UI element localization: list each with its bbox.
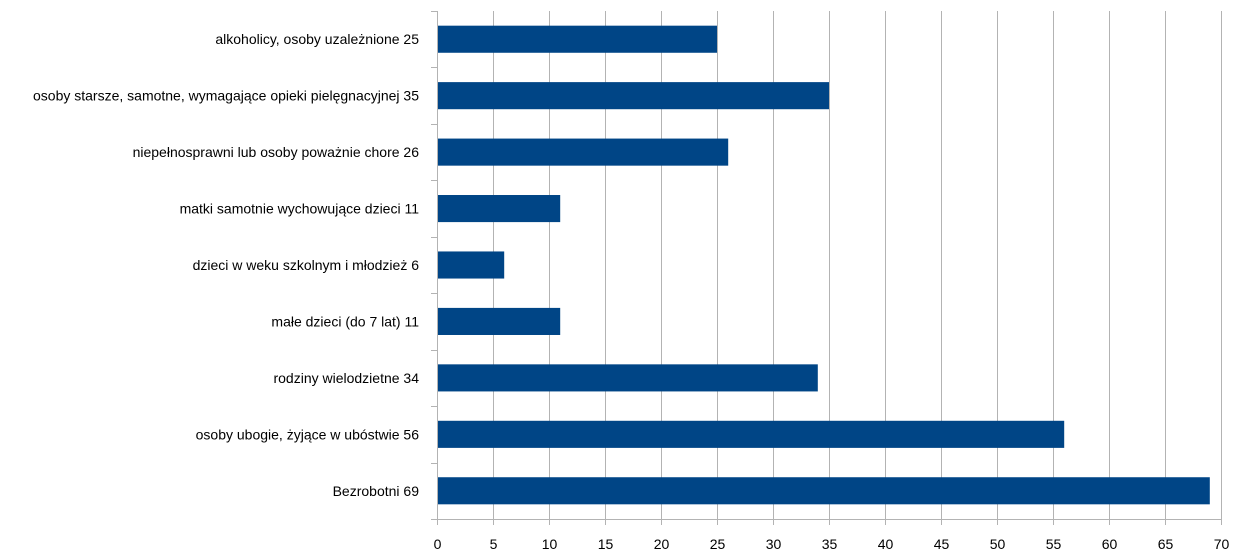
category-label-3: matki samotnie wychowujące dzieci 11 (180, 201, 420, 217)
x-tick-label-50: 50 (990, 536, 1006, 552)
bar-5 (438, 307, 561, 335)
x-axis-tick-labels: 0 5 10 15 20 25 30 35 40 45 50 55 60 65 70 (434, 536, 1230, 552)
x-tick-label-55: 55 (1046, 536, 1062, 552)
category-labels: alkoholicy, osoby uzależnione 25 osoby st… (33, 31, 419, 499)
x-tick-label-35: 35 (822, 536, 838, 552)
x-tick-label-0: 0 (434, 536, 442, 552)
x-tick-label-60: 60 (1102, 536, 1118, 552)
x-tick-label-20: 20 (654, 536, 670, 552)
x-tick-label-70: 70 (1214, 536, 1230, 552)
x-tick-label-40: 40 (878, 536, 894, 552)
bar-8 (438, 477, 1210, 505)
x-tick-label-25: 25 (710, 536, 726, 552)
bar-4 (438, 251, 505, 279)
bars (438, 25, 1210, 505)
bar-1 (438, 82, 829, 110)
category-label-0: alkoholicy, osoby uzależnione 25 (215, 31, 419, 47)
bar-7 (438, 420, 1065, 448)
bar-6 (438, 364, 818, 392)
category-label-6: rodziny wielodzietne 34 (273, 370, 419, 386)
x-tick-label-5: 5 (490, 536, 498, 552)
bar-2 (438, 138, 729, 166)
x-tick-label-10: 10 (542, 536, 558, 552)
x-tick-label-65: 65 (1158, 536, 1174, 552)
x-tick-label-45: 45 (934, 536, 950, 552)
bar-0 (438, 25, 717, 53)
category-label-7: osoby ubogie, żyjące w ubóstwie 56 (196, 426, 420, 442)
category-label-1: osoby starsze, samotne, wymagające opiek… (33, 88, 419, 104)
category-label-2: niepełnosprawni lub osoby poważnie chore… (133, 144, 420, 160)
category-label-8: Bezrobotni 69 (333, 483, 420, 499)
category-label-4: dzieci w weku szkolnym i młodzież 6 (193, 257, 420, 273)
x-tick-label-15: 15 (598, 536, 614, 552)
x-tick-label-30: 30 (766, 536, 782, 552)
category-label-5: małe dzieci (do 7 lat) 11 (271, 313, 419, 329)
bar-3 (438, 195, 561, 223)
